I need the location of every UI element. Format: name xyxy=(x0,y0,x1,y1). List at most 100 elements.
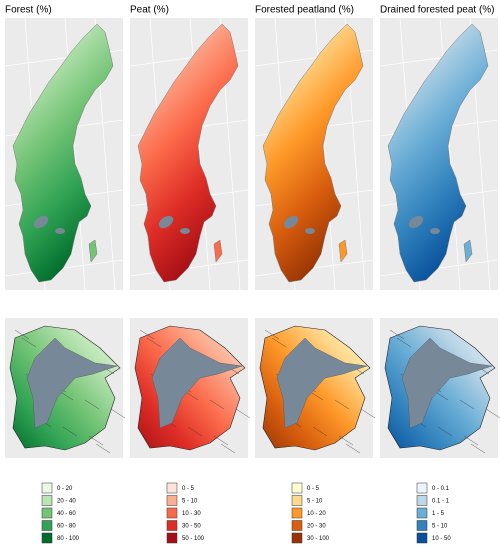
district-border xyxy=(235,408,251,419)
legend-swatch xyxy=(41,482,53,494)
panel-title: Forest (%) xyxy=(5,5,52,16)
district-border xyxy=(21,337,37,348)
lake xyxy=(283,215,299,229)
legend-swatch xyxy=(166,495,178,506)
legend-label: 40 - 60 xyxy=(57,511,76,517)
district-border xyxy=(485,408,500,419)
lake xyxy=(33,215,49,229)
legend-label: 0 - 20 xyxy=(57,486,73,492)
legend-label: 10 - 20 xyxy=(307,511,326,517)
legend-label: 1 - 5 xyxy=(432,511,445,517)
legend-label: 10 - 30 xyxy=(182,511,201,517)
legend-swatch xyxy=(166,532,178,544)
country-shape xyxy=(12,23,114,283)
legend-swatch xyxy=(41,495,53,506)
panel-title: Peat (%) xyxy=(130,5,169,16)
lake xyxy=(151,337,243,429)
district-border xyxy=(459,399,475,410)
legend-swatch xyxy=(416,532,428,544)
detail-map xyxy=(255,318,376,458)
legend-label: 5 - 10 xyxy=(307,499,323,505)
legend-swatch xyxy=(166,520,178,531)
legend-swatch xyxy=(291,520,303,531)
country-shape xyxy=(137,23,239,283)
lake xyxy=(401,337,493,429)
legend-swatch xyxy=(41,520,53,531)
legend-label: 0 - 5 xyxy=(307,486,320,492)
overview-map xyxy=(129,17,249,291)
district-border xyxy=(62,426,78,437)
district-border xyxy=(220,443,236,454)
district-border xyxy=(139,329,155,340)
legend-swatch xyxy=(416,520,428,531)
district-border xyxy=(345,443,361,454)
legend-label: 50 - 100 xyxy=(182,536,205,542)
district-border xyxy=(213,435,229,446)
district-border xyxy=(146,337,162,348)
district-border xyxy=(88,435,104,446)
graticule xyxy=(379,259,499,277)
panel-title: Forested peatland (%) xyxy=(255,5,354,16)
legend-swatch xyxy=(291,507,303,519)
legend-label: 10 - 50 xyxy=(432,536,451,542)
district-border xyxy=(110,408,126,419)
overview-map xyxy=(254,17,374,291)
legend-swatch xyxy=(416,495,428,506)
detail-map xyxy=(130,318,251,458)
district-border xyxy=(14,329,30,340)
district-border xyxy=(463,435,479,446)
detail-map xyxy=(380,318,500,458)
legend-swatch xyxy=(291,532,303,544)
legend-swatch xyxy=(166,507,178,519)
legend-label: 30 - 100 xyxy=(307,536,330,542)
lake xyxy=(26,337,118,429)
graticule xyxy=(129,259,249,277)
district-border xyxy=(264,329,280,340)
lake xyxy=(158,215,174,229)
island xyxy=(338,239,348,263)
district-border xyxy=(84,399,100,410)
district-border xyxy=(271,337,287,348)
district-border xyxy=(360,408,376,419)
legend-label: 0 - 0.1 xyxy=(432,486,450,492)
lake xyxy=(276,337,368,429)
district-border xyxy=(338,435,354,446)
legend-label: 0.1 - 1 xyxy=(432,499,450,505)
legend-swatch xyxy=(416,482,428,494)
lake xyxy=(55,228,65,234)
panel-title: Drained forested peat (%) xyxy=(380,5,495,16)
district-border xyxy=(187,426,203,437)
legend-label: 30 - 50 xyxy=(182,524,201,530)
district-border xyxy=(470,443,486,454)
legend-swatch xyxy=(291,482,303,494)
district-border xyxy=(396,337,412,348)
legend-swatch xyxy=(41,532,53,544)
district-border xyxy=(209,399,225,410)
country-shape xyxy=(387,23,489,283)
district-border xyxy=(312,426,328,437)
legend-swatch xyxy=(166,482,178,494)
legend-label: 20 - 30 xyxy=(307,524,326,530)
detail-map xyxy=(5,318,126,458)
district-border xyxy=(334,399,350,410)
lake xyxy=(180,228,190,234)
overview-map xyxy=(379,17,499,291)
lake xyxy=(305,228,315,234)
legend-swatch xyxy=(291,495,303,506)
legend-label: 5 - 10 xyxy=(432,524,448,530)
graticule xyxy=(254,259,374,277)
legend-label: 5 - 10 xyxy=(182,499,198,505)
district-border xyxy=(437,426,453,437)
legend-label: 60 - 80 xyxy=(57,524,76,530)
lake xyxy=(408,215,424,229)
island xyxy=(213,239,223,263)
overview-map xyxy=(4,17,124,291)
district-border xyxy=(95,443,111,454)
legend-label: 20 - 40 xyxy=(57,499,76,505)
legend-swatch xyxy=(41,507,53,519)
graticule xyxy=(4,259,124,277)
legend-label: 80 - 100 xyxy=(57,536,80,542)
island xyxy=(463,239,473,263)
legend-swatch xyxy=(416,507,428,519)
